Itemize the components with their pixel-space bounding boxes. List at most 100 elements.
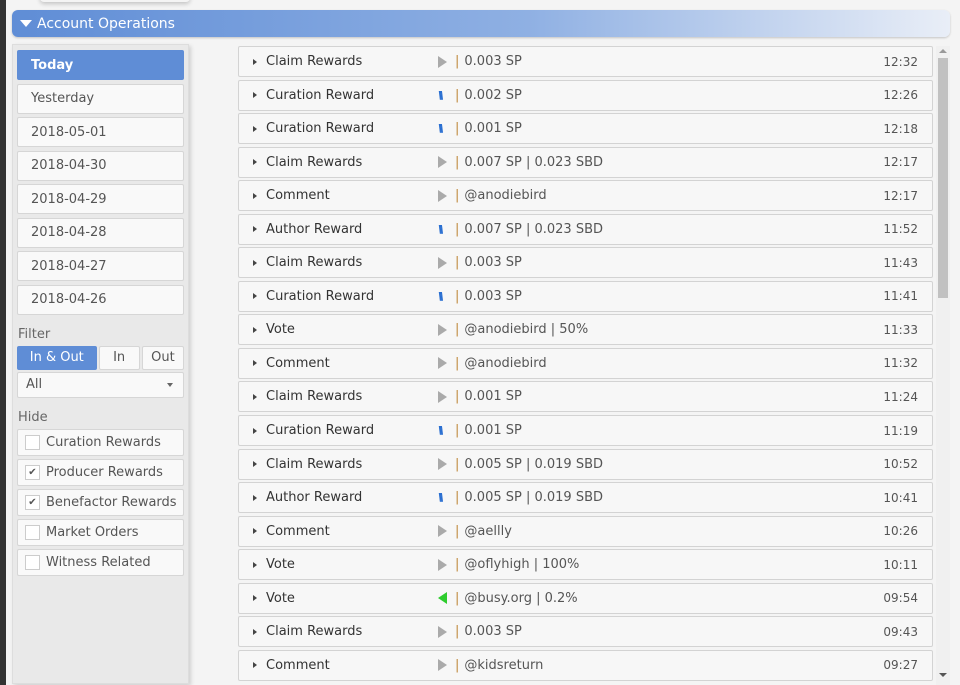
expand-arrow-icon[interactable] [253, 192, 257, 199]
separator: | [455, 221, 460, 237]
operation-row[interactable]: Vote | @anodiebird | 50% 11:33 [238, 314, 933, 346]
outgoing-arrow-icon [438, 55, 447, 68]
expand-arrow-icon[interactable] [253, 259, 257, 266]
checkbox[interactable]: ✔ [25, 494, 40, 510]
operation-row[interactable]: Claim Rewards | 0.005 SP | 0.019 SBD 10:52 [238, 448, 933, 480]
day-button[interactable]: Today [17, 50, 184, 80]
expand-arrow-icon[interactable] [253, 528, 257, 535]
operation-row[interactable]: Claim Rewards | 0.003 SP 09:43 [238, 616, 933, 648]
separator: | [455, 54, 460, 69]
direction-option[interactable]: In & Out [17, 345, 97, 370]
type-select[interactable]: All [17, 371, 184, 398]
hide-checkbox-row[interactable]: ✔ Producer Rewards [17, 458, 184, 486]
operation-row[interactable]: Claim Rewards | 0.007 SP | 0.023 SBD 12:17 [238, 146, 933, 178]
checkbox[interactable]: ✔ [25, 464, 40, 480]
expand-arrow-icon[interactable] [253, 427, 257, 434]
top-panel [40, 0, 190, 2]
operation-row[interactable]: Claim Rewards | 0.003 SP 12:32 [238, 46, 933, 77]
check-icon: ✔ [28, 466, 37, 478]
outgoing-arrow-icon [438, 390, 447, 403]
separator: | [455, 322, 460, 338]
expand-arrow-icon[interactable] [253, 595, 257, 602]
hide-checkbox-row[interactable]: ✔ Benefactor Rewards [17, 488, 184, 516]
day-button[interactable]: 2018-04-28 [17, 217, 184, 248]
expand-arrow-icon[interactable] [253, 628, 257, 635]
checkbox[interactable] [25, 524, 40, 540]
expand-arrow-icon[interactable] [253, 125, 257, 132]
operation-icon-wrap [438, 156, 452, 169]
day-button[interactable]: 2018-04-29 [17, 184, 184, 214]
day-button[interactable]: Yesterday [17, 83, 184, 114]
operation-icon-wrap [438, 625, 452, 638]
separator: | [455, 523, 460, 539]
operation-row[interactable]: Curation Reward \\\ | 0.001 SP 12:18 [238, 113, 933, 145]
separator: | [455, 657, 460, 673]
expand-arrow-icon[interactable] [253, 662, 257, 669]
operation-icon-wrap: \\\ [438, 290, 452, 303]
operation-row[interactable]: Comment | @aellly 10:26 [238, 515, 933, 547]
expand-arrow-icon[interactable] [253, 461, 257, 468]
checkbox[interactable] [25, 434, 40, 450]
outgoing-arrow-icon [438, 189, 447, 202]
operation-time: 11:33 [883, 322, 918, 337]
collapse-triangle-icon[interactable] [20, 20, 32, 27]
operation-row[interactable]: Vote | @busy.org | 0.2% 09:54 [238, 582, 933, 614]
operation-row[interactable]: Curation Reward \\\ | 0.001 SP 11:19 [238, 415, 933, 447]
operation-row[interactable]: Author Reward \\\ | 0.005 SP | 0.019 SBD 10:… [238, 482, 933, 514]
expand-arrow-icon[interactable] [253, 494, 257, 501]
operation-time: 11:32 [883, 356, 918, 371]
operation-detail: @anodiebird [464, 188, 547, 204]
operation-detail: @anodiebird [464, 355, 547, 371]
operation-detail: 0.001 SP [464, 389, 522, 405]
hide-checkbox-row[interactable]: Witness Related [17, 548, 184, 576]
operation-row[interactable]: Curation Reward \\\ | 0.002 SP 12:26 [238, 79, 933, 111]
operation-time: 12:26 [883, 88, 918, 103]
operation-icon-wrap: \\\ [438, 223, 452, 236]
expand-arrow-icon[interactable] [253, 226, 257, 233]
expand-arrow-icon[interactable] [253, 360, 257, 367]
operation-time: 11:43 [883, 255, 918, 270]
day-button[interactable]: 2018-04-30 [17, 150, 184, 181]
account-operations-header[interactable]: Account Operations [12, 10, 950, 37]
expand-arrow-icon[interactable] [253, 561, 257, 568]
scrollbar-thumb[interactable] [938, 58, 948, 298]
expand-arrow-icon[interactable] [253, 326, 257, 333]
operation-detail: 0.003 SP [464, 255, 522, 271]
direction-option[interactable]: Out [141, 345, 184, 370]
steem-icon: \\\ [438, 122, 444, 136]
checkbox[interactable] [25, 554, 40, 570]
operation-icon-wrap [438, 458, 452, 471]
operation-row[interactable]: Vote | @oflyhigh | 100% 10:11 [238, 549, 933, 581]
operation-row[interactable]: Comment | @anodiebird 12:17 [238, 180, 933, 212]
expand-arrow-icon[interactable] [253, 293, 257, 300]
expand-arrow-icon[interactable] [253, 393, 257, 400]
operation-row[interactable]: Curation Reward \\\ | 0.003 SP 11:41 [238, 280, 933, 312]
operation-row[interactable]: Claim Rewards | 0.001 SP 11:24 [238, 381, 933, 413]
hide-checkbox-row[interactable]: Curation Rewards [17, 428, 184, 456]
separator: | [455, 255, 460, 271]
operation-row[interactable]: Author Reward \\\ | 0.007 SP | 0.023 SBD 11:… [238, 213, 933, 245]
operation-row[interactable]: Comment | @anodiebird 11:32 [238, 347, 933, 379]
expand-arrow-icon[interactable] [253, 58, 257, 65]
day-button[interactable]: 2018-04-26 [17, 284, 184, 315]
hide-checkbox-row[interactable]: Market Orders [17, 518, 184, 546]
scrollbar[interactable] [936, 46, 950, 685]
day-button[interactable]: 2018-05-01 [17, 117, 184, 147]
operation-row[interactable]: Comment | @kidsreturn 09:27 [238, 649, 933, 681]
scroll-up-icon[interactable] [939, 49, 947, 53]
check-icon: ✔ [28, 496, 37, 508]
operation-icon-wrap [438, 592, 452, 605]
scroll-down-icon[interactable] [939, 673, 947, 677]
expand-arrow-icon[interactable] [253, 159, 257, 166]
separator: | [455, 624, 460, 640]
separator: | [455, 557, 460, 573]
day-button[interactable]: 2018-04-27 [17, 251, 184, 281]
operation-row[interactable]: Claim Rewards | 0.003 SP 11:43 [238, 247, 933, 279]
hide-label: Hide [18, 409, 48, 425]
operation-time: 09:43 [883, 624, 918, 639]
direction-option[interactable]: In [98, 345, 140, 370]
operation-type: Claim Rewards [266, 624, 363, 640]
expand-arrow-icon[interactable] [253, 92, 257, 99]
day-list: Today Yesterday 2018-05-01 2018-04-30 2018-0… [17, 50, 184, 315]
checkbox-label: Benefactor Rewards [46, 494, 177, 510]
